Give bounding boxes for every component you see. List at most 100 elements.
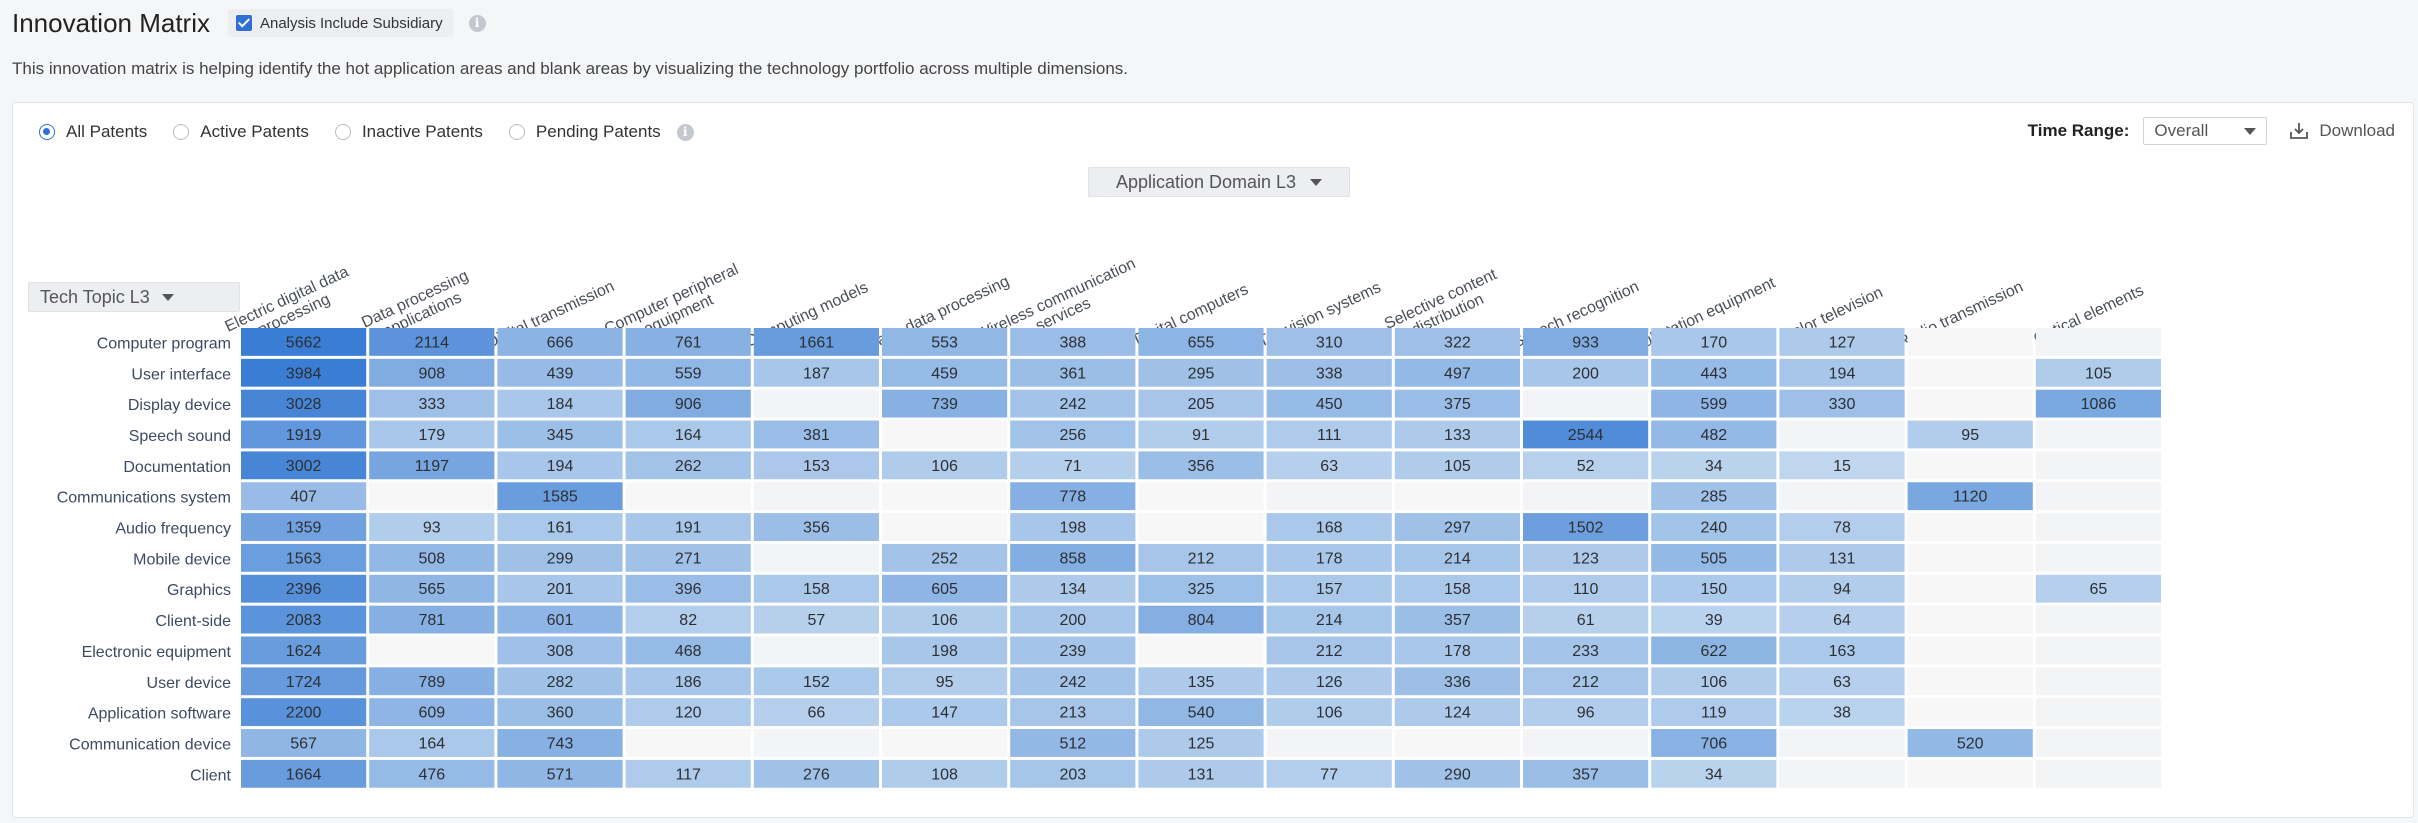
heatmap-cell-empty <box>754 729 879 757</box>
cell-value: 106 <box>931 458 958 475</box>
cell-value: 476 <box>418 766 445 783</box>
row-label: Audio frequency <box>115 521 231 538</box>
cell-value: 64 <box>1833 612 1851 629</box>
heatmap-cell-empty <box>2036 698 2161 726</box>
heatmap-cell-empty <box>626 482 751 510</box>
row-label: Mobile device <box>133 551 231 568</box>
cell-value: 559 <box>675 365 702 382</box>
cell-value: 743 <box>547 735 574 752</box>
include-subsidiary-toggle[interactable]: Analysis Include Subsidiary <box>228 9 453 37</box>
cell-value: 214 <box>1316 612 1343 629</box>
cell-value: 203 <box>1059 766 1086 783</box>
cell-value: 2083 <box>286 612 322 629</box>
cell-value: 163 <box>1829 643 1856 660</box>
cell-value: 295 <box>1188 365 1215 382</box>
cell-value: 459 <box>931 365 958 382</box>
row-label: Application software <box>88 706 231 723</box>
heatmap-cell-empty <box>2036 667 2161 695</box>
cell-value: 178 <box>1444 643 1471 660</box>
include-subsidiary-label: Analysis Include Subsidiary <box>260 15 443 32</box>
heatmap-cell-empty <box>1908 606 2033 634</box>
heatmap-cell-empty <box>754 390 879 418</box>
cell-value: 63 <box>1833 674 1851 691</box>
heatmap-cell-empty <box>1267 482 1392 510</box>
row-label: Client <box>190 767 231 784</box>
cell-value: 194 <box>547 458 574 475</box>
cell-value: 565 <box>418 581 445 598</box>
heatmap-cell-empty <box>2036 482 2161 510</box>
cell-value: 553 <box>931 334 958 351</box>
cell-value: 95 <box>936 674 954 691</box>
cell-value: 299 <box>547 550 574 567</box>
cell-value: 482 <box>1700 427 1727 444</box>
cell-value: 186 <box>675 674 702 691</box>
cell-value: 497 <box>1444 365 1471 382</box>
cell-value: 858 <box>1059 550 1086 567</box>
cell-value: 242 <box>1059 396 1086 413</box>
heatmap-cell-empty <box>882 421 1007 449</box>
cell-value: 187 <box>803 365 830 382</box>
cell-value: 739 <box>931 396 958 413</box>
cell-value: 345 <box>547 427 574 444</box>
cell-value: 605 <box>931 581 958 598</box>
cell-value: 601 <box>547 612 574 629</box>
cell-value: 106 <box>1316 705 1343 722</box>
cell-value: 285 <box>1700 489 1727 506</box>
heatmap-cell-empty <box>369 482 494 510</box>
heatmap-cell-empty <box>1908 544 2033 572</box>
cell-value: 361 <box>1059 365 1086 382</box>
cell-value: 239 <box>1059 643 1086 660</box>
cell-value: 134 <box>1059 581 1086 598</box>
row-label: Computer program <box>97 335 231 352</box>
heatmap-cell-empty <box>1138 513 1263 541</box>
heatmap-cell-empty <box>1908 328 2033 356</box>
cell-value: 161 <box>547 520 574 537</box>
cell-value: 357 <box>1572 766 1599 783</box>
cell-value: 336 <box>1444 674 1471 691</box>
cell-value: 147 <box>931 705 958 722</box>
cell-value: 105 <box>2085 365 2112 382</box>
cell-value: 158 <box>1444 581 1471 598</box>
heatmap-cell-empty <box>1523 729 1648 757</box>
cell-value: 356 <box>803 520 830 537</box>
heatmap-cell-empty <box>2036 606 2161 634</box>
heatmap-cell-empty <box>1395 482 1520 510</box>
cell-value: 330 <box>1829 396 1856 413</box>
cell-value: 170 <box>1700 334 1727 351</box>
cell-value: 212 <box>1188 550 1215 567</box>
cell-value: 706 <box>1700 735 1727 752</box>
cell-value: 200 <box>1059 612 1086 629</box>
cell-value: 2200 <box>286 705 322 722</box>
heatmap-cell-empty <box>1523 390 1648 418</box>
cell-value: 1120 <box>1953 489 1988 506</box>
cell-value: 804 <box>1188 612 1215 629</box>
info-icon[interactable]: i <box>469 15 486 32</box>
cell-value: 1502 <box>1568 520 1604 537</box>
cell-value: 622 <box>1700 643 1727 660</box>
cell-value: 66 <box>808 705 826 722</box>
cell-value: 212 <box>1316 643 1343 660</box>
cell-value: 360 <box>547 705 574 722</box>
cell-value: 908 <box>418 365 445 382</box>
cell-value: 106 <box>931 612 958 629</box>
heatmap-cell-empty <box>1908 359 2033 387</box>
cell-value: 375 <box>1444 396 1471 413</box>
cell-value: 2544 <box>1568 427 1604 444</box>
cell-value: 906 <box>675 396 702 413</box>
heatmap-cell-empty <box>882 482 1007 510</box>
cell-value: 106 <box>1700 674 1727 691</box>
cell-value: 198 <box>931 643 958 660</box>
cell-value: 127 <box>1829 334 1856 351</box>
heatmap-cell-empty <box>754 637 879 665</box>
cell-value: 131 <box>1188 766 1215 783</box>
heatmap-cell-empty <box>2036 544 2161 572</box>
heatmap-cell-empty <box>1908 667 2033 695</box>
cell-value: 34 <box>1705 458 1723 475</box>
heatmap-cell-empty <box>1908 390 2033 418</box>
heatmap-cell-empty <box>1779 421 1904 449</box>
cell-value: 153 <box>803 458 830 475</box>
cell-value: 52 <box>1577 458 1595 475</box>
cell-value: 61 <box>1577 612 1595 629</box>
cell-value: 1563 <box>286 550 322 567</box>
checkbox-checked-icon[interactable] <box>236 15 252 31</box>
